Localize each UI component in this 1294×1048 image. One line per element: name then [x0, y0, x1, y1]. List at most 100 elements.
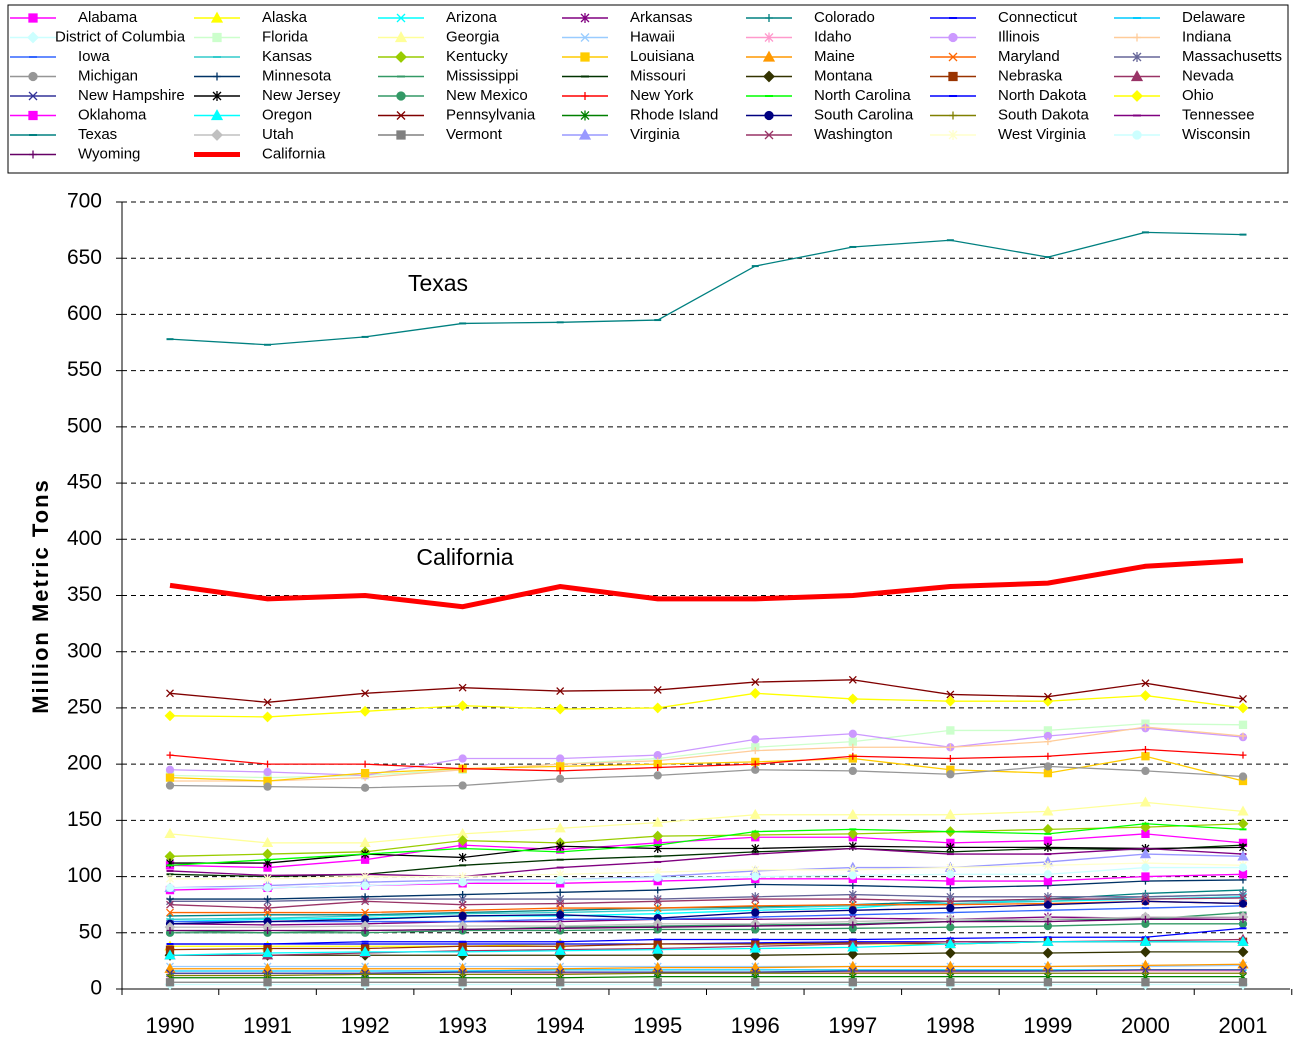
- series-line: [170, 866, 1243, 889]
- x-tick-label: 1990: [146, 1013, 195, 1038]
- data-point: [361, 760, 369, 768]
- legend-label: Arkansas: [630, 9, 693, 26]
- series-line: [169, 748, 1244, 772]
- data-point: [1042, 823, 1054, 835]
- legend-label: California: [262, 145, 326, 162]
- data-point: [946, 743, 954, 751]
- data-point: [556, 762, 565, 771]
- x-tick-label: 1994: [536, 1013, 585, 1038]
- data-point: [749, 942, 761, 953]
- data-point: [359, 946, 371, 957]
- x-tick-label: 1995: [633, 1013, 682, 1038]
- legend-label: Rhode Island: [630, 106, 718, 123]
- data-point: [359, 705, 371, 717]
- data-point: [1141, 746, 1149, 754]
- legend-label: Florida: [262, 28, 309, 45]
- data-point: [164, 949, 176, 960]
- legend-label: Oklahoma: [78, 106, 147, 123]
- data-point: [166, 874, 174, 884]
- legend-label: West Virginia: [998, 126, 1086, 143]
- data-point: [652, 943, 664, 954]
- legend-marker: [396, 111, 406, 120]
- data-point: [1141, 766, 1150, 776]
- data-point: [652, 830, 664, 842]
- data-point: [556, 754, 565, 763]
- legend-label: New Jersey: [262, 87, 341, 104]
- series-line: [170, 972, 1243, 977]
- data-point: [654, 886, 662, 894]
- data-point: [1238, 978, 1248, 987]
- data-point: [262, 711, 273, 723]
- data-point: [1141, 969, 1149, 977]
- data-point: [556, 767, 564, 775]
- legend-marker: [1132, 130, 1142, 140]
- data-point: [263, 978, 272, 987]
- data-point: [458, 911, 467, 921]
- data-point: [457, 700, 469, 712]
- data-point: [166, 895, 174, 903]
- x-tick-label: 1993: [438, 1013, 487, 1038]
- data-point: [848, 729, 857, 738]
- legend-label: Iowa: [78, 48, 110, 65]
- data-point: [946, 903, 955, 913]
- data-point: [847, 941, 859, 952]
- data-point: [1043, 768, 1053, 778]
- series-line: [169, 765, 1244, 789]
- data-point: [849, 921, 857, 929]
- data-point: [1239, 751, 1247, 759]
- data-point: [847, 693, 859, 705]
- legend-label: Illinois: [998, 28, 1040, 45]
- data-point: [1239, 842, 1247, 852]
- data-point: [262, 848, 273, 860]
- legend-marker: [394, 31, 408, 43]
- legend-marker: [764, 130, 774, 140]
- legend-marker: [949, 111, 957, 120]
- data-point: [653, 873, 662, 882]
- x-tick-label: 1997: [828, 1013, 877, 1038]
- data-point: [1237, 805, 1249, 816]
- data-point: [652, 702, 664, 714]
- data-point: [1238, 720, 1248, 729]
- series-line: [169, 916, 1244, 926]
- data-point: [848, 895, 857, 904]
- legend-marker: [27, 31, 39, 44]
- data-point: [653, 897, 662, 906]
- data-point: [751, 735, 760, 744]
- data-point: [1043, 692, 1052, 701]
- legend-label: New Mexico: [446, 87, 528, 104]
- data-point: [1139, 848, 1152, 859]
- data-point: [1237, 850, 1249, 861]
- data-point: [556, 841, 565, 851]
- data-point: [847, 808, 859, 819]
- legend-label: Virginia: [630, 126, 680, 143]
- data-point: [361, 897, 370, 906]
- data-point: [1239, 694, 1247, 703]
- series-line: [169, 941, 1243, 956]
- data-point: [554, 703, 566, 715]
- legend-marker: [581, 92, 589, 100]
- data-point: [458, 683, 467, 692]
- data-point: [359, 837, 371, 847]
- data-point: [166, 751, 174, 759]
- data-point: [1042, 935, 1054, 946]
- legend-label: Oregon: [262, 106, 312, 123]
- x-tick-label: 1991: [243, 1013, 292, 1038]
- data-point: [1238, 863, 1248, 872]
- data-point: [653, 685, 662, 694]
- data-point: [263, 883, 272, 892]
- series-line: [170, 918, 1243, 932]
- data-point: [751, 978, 760, 987]
- data-point: [749, 808, 761, 819]
- data-point: [458, 754, 467, 763]
- legend-marker: [1130, 70, 1144, 82]
- series-line: [169, 893, 1244, 920]
- x-tick-label: 1996: [731, 1013, 780, 1038]
- legend-label: Louisiana: [630, 48, 695, 65]
- data-point: [946, 876, 955, 886]
- data-point: [653, 904, 662, 913]
- data-point: [652, 816, 664, 827]
- y-tick-label: 0: [90, 977, 102, 1000]
- data-point: [264, 927, 272, 935]
- data-point: [1141, 895, 1150, 904]
- data-point: [263, 782, 272, 791]
